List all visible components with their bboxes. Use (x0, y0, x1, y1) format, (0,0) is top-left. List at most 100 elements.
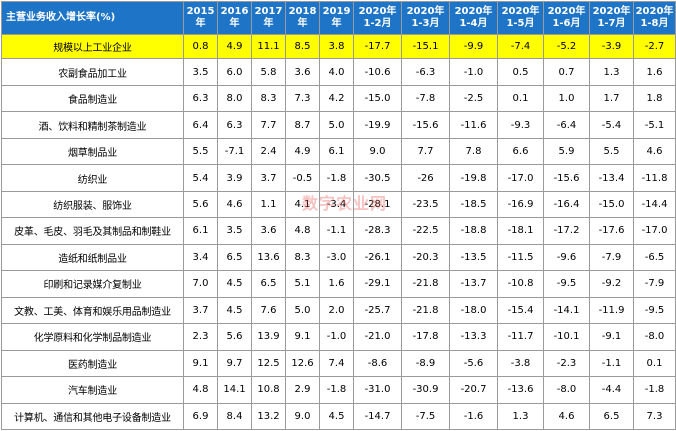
table-cell: 5.4 (183, 164, 218, 192)
column-header: 2016 年 (217, 1, 252, 35)
table-cell: -28.1 (353, 190, 402, 219)
table-cell: -15.6 (543, 164, 590, 192)
table-cell: -17.7 (353, 33, 402, 60)
table-cell: 3.7 (183, 296, 218, 325)
table-body: 规模以上工业企业 0.8 4.9 11.1 8.5 3.8 -17.7 -15.1 -9.9 -7… (1, 33, 676, 431)
table-cell: -3.0 (319, 243, 354, 272)
table-cell: 1.6 (633, 58, 676, 86)
table-cell: 1.7 (589, 84, 634, 113)
table-cell: -11.7 (497, 323, 544, 351)
table-cell: 5.9 (543, 137, 590, 166)
table-cell: -28.3 (353, 217, 402, 245)
row-label: 烟草制品业 (1, 137, 184, 166)
table-cell: 9.1 (183, 349, 218, 378)
table-cell: 3.7 (251, 164, 286, 192)
table-cell: -8.6 (353, 349, 402, 378)
table-cell: 2.3 (183, 323, 218, 351)
table-cell: -1.0 (449, 58, 498, 86)
table-cell: -6.5 (633, 243, 676, 272)
table-cell: -5.4 (589, 111, 634, 139)
column-header-period: 1-8月 (640, 18, 669, 29)
table-cell: 4.5 (319, 402, 354, 431)
table-cell: -1.8 (319, 164, 354, 192)
table-cell: 0.7 (543, 58, 590, 86)
table-cell: -26 (401, 164, 450, 192)
table-cell: -22.5 (401, 217, 450, 245)
column-header-period: 1-7月 (597, 18, 626, 29)
table-row: 医药制造业 9.1 9.7 12.5 12.6 7.4 -8.6 -8.9 -5.6 -3.8 -2… (1, 349, 676, 378)
column-header: 2020年 1-4月 (449, 1, 498, 35)
table-cell: -8.9 (401, 349, 450, 378)
table-cell: 6.5 (589, 402, 634, 431)
table-cell: -15.1 (401, 33, 450, 60)
table-cell: -21.8 (401, 296, 450, 325)
table-cell: -10.6 (353, 58, 402, 86)
column-header-year: 2019 (322, 6, 351, 17)
table-cell: -1.8 (319, 376, 354, 404)
column-header: 2020年 1-2月 (353, 1, 402, 35)
table-cell: 6.5 (217, 243, 252, 272)
table-cell: 7.7 (401, 137, 450, 166)
table-cell: -18.0 (449, 296, 498, 325)
table-cell: -26.1 (353, 243, 402, 272)
table-cell: -9.2 (589, 270, 634, 298)
table-cell: 9.0 (353, 137, 402, 166)
table-cell: 3.4 (183, 243, 218, 272)
table-cell: -23.5 (401, 190, 450, 219)
table-row: 烟草制品业 5.5 -7.1 2.4 4.9 6.1 9.0 7.7 7.8 6.6 5.9 5.5 4… (1, 137, 676, 166)
table-cell: 6.3 (217, 111, 252, 139)
row-label: 纺织业 (1, 164, 184, 192)
table-cell: -7.4 (497, 33, 544, 60)
table-row: 文教、工美、体育和娱乐用品制造业 3.7 4.5 7.6 5.0 2.0 -25.7 -21.… (1, 296, 676, 325)
table-cell: 3.5 (183, 58, 218, 86)
table-cell: 7.3 (633, 402, 676, 431)
table-cell: 4.1 (285, 190, 320, 219)
table-cell: -9.1 (589, 323, 634, 351)
table-cell: 6.1 (319, 137, 354, 166)
table-cell: 0.1 (633, 349, 676, 378)
column-header-period: 1-3月 (411, 18, 440, 29)
table-row: 酒、饮料和精制茶制造业 6.4 6.3 7.7 8.7 5.0 -19.9 -15.6 -11.… (1, 111, 676, 139)
table-cell: -29.1 (353, 270, 402, 298)
table-cell: -13.3 (449, 323, 498, 351)
table-cell: -15.0 (353, 84, 402, 113)
table-row: 纺织服装、服饰业 5.6 4.6 1.1 4.1 -3.4 -28.1 -23.5 -18.5-… (1, 190, 676, 219)
table-cell: -15.4 (497, 296, 544, 325)
row-label: 计算机、通信和其他电子设备制造业 (1, 402, 184, 431)
column-header-period: 年 (331, 18, 342, 29)
table-row: 规模以上工业企业 0.8 4.9 11.1 8.5 3.8 -17.7 -15.1 -9.9 -7… (1, 33, 676, 60)
table-cell: 1.0 (543, 84, 590, 113)
table-cell: 9.0 (285, 402, 320, 431)
column-header: 2020年 1-3月 (401, 1, 450, 35)
table-cell: -8.0 (633, 323, 676, 351)
table-header-row: 主营业务收入增长率(%) 2015 年 2016 年 2017 年 2018 年 2019 年 20… (1, 1, 676, 35)
table-cell: -9.5 (633, 296, 676, 325)
table-cell: -2.3 (543, 349, 590, 378)
table-cell: -14.1 (543, 296, 590, 325)
table-row: 纺织业 5.4 3.9 3.7 -0.5 -1.8 -30.5 -26 -19.8 -17.0 -1… (1, 164, 676, 192)
table-cell: 0.5 (497, 58, 544, 86)
table-cell: -17.6 (589, 217, 634, 245)
table-cell: -10.1 (543, 323, 590, 351)
table-cell: -9.3 (497, 111, 544, 139)
table-cell: 8.3 (251, 84, 286, 113)
table-cell: -21.8 (401, 270, 450, 298)
table-cell: -9.6 (543, 243, 590, 272)
table-cell: -2.7 (633, 33, 676, 60)
column-header-year: 2020年 (358, 6, 397, 17)
table-cell: 5.8 (251, 58, 286, 86)
table-cell: -1.0 (319, 323, 354, 351)
table-cell: 1.1 (251, 190, 286, 219)
table-cell: 4.0 (319, 58, 354, 86)
column-header-period: 年 (229, 18, 240, 29)
table-cell: 6.3 (183, 84, 218, 113)
table-cell: -4.4 (589, 376, 634, 404)
table-cell: 4.8 (285, 217, 320, 245)
table-cell: 7.6 (251, 296, 286, 325)
table-cell: -7.1 (217, 137, 252, 166)
table-cell: 6.9 (183, 402, 218, 431)
table-cell: 1.3 (497, 402, 544, 431)
table-cell: 2.0 (319, 296, 354, 325)
table-cell: 6.5 (251, 270, 286, 298)
